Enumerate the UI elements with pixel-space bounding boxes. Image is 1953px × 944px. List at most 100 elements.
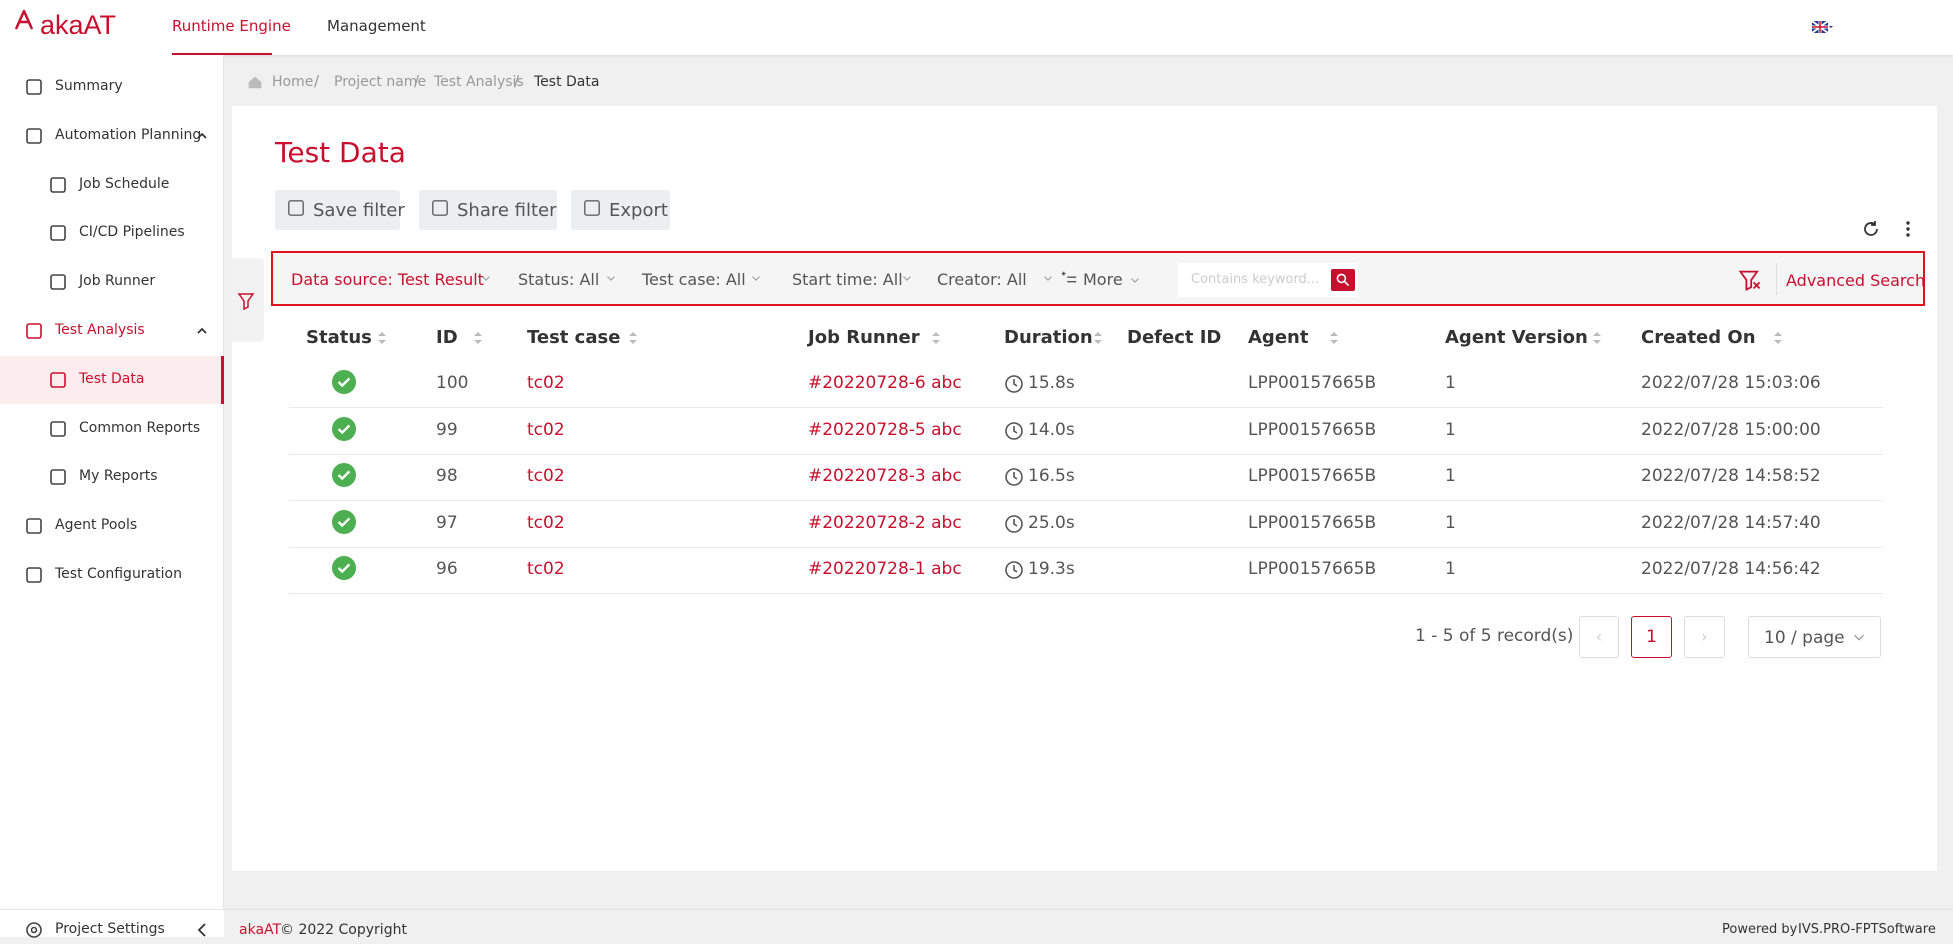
cell-id: 99	[436, 419, 458, 440]
page-size-caret-svg	[1854, 634, 1864, 641]
toolbar-button[interactable]: Export	[571, 190, 670, 230]
cell-id: 98	[436, 466, 458, 486]
sort-icon-svg	[1774, 332, 1782, 344]
clock-icon	[1004, 421, 1024, 445]
cell-created-on: 2022/07/28 14:58:52	[1641, 466, 1821, 486]
filter-dropdown[interactable]: Data source: Test Result	[291, 270, 484, 289]
sort-icon	[372, 328, 392, 352]
cell-test-case[interactable]: tc02	[527, 512, 565, 533]
clock-icon-svg	[1005, 561, 1023, 579]
nav-underline	[172, 53, 272, 55]
breadcrumb-item[interactable]: Project name	[334, 74, 427, 90]
prev-page[interactable]: ‹	[1579, 616, 1619, 658]
next-page[interactable]: ›	[1684, 616, 1725, 658]
sidebar-item[interactable]: Agent Pools	[55, 517, 138, 534]
cell-duration: 14.0s	[1028, 419, 1075, 440]
sidebar-icon-svg	[50, 469, 66, 486]
cell-job-runner[interactable]: #20220728-5 abc	[808, 419, 962, 440]
filter-dropdown[interactable]: Creator: All	[937, 270, 1027, 289]
sidebar-icon-svg	[26, 518, 42, 534]
column-header[interactable]: Created On	[1641, 327, 1756, 348]
filter-dropdown[interactable]: Status: All	[518, 270, 600, 289]
column-header[interactable]: Status	[306, 327, 372, 348]
filter-caret-svg	[1131, 278, 1139, 283]
cell-job-runner[interactable]: #20220728-2 abc	[808, 512, 962, 533]
filter-dropdown[interactable]: Start time: All	[792, 270, 903, 289]
cell-id: 100	[436, 373, 469, 393]
advanced-search[interactable]: Advanced Search	[1786, 271, 1926, 290]
column-header[interactable]: ID	[436, 327, 458, 348]
filter-caret-svg	[607, 276, 615, 281]
page-title: Test Data	[275, 136, 406, 169]
cell-duration: 19.3s	[1028, 559, 1075, 579]
sidebar-item[interactable]: Common Reports	[79, 419, 201, 436]
project-settings[interactable]: Project Settings	[55, 921, 165, 937]
filter-bar	[271, 251, 1925, 306]
sidebar-item[interactable]: Test Configuration	[55, 566, 182, 582]
cell-agent: LPP00157665B	[1248, 419, 1377, 440]
sidebar-item[interactable]: CI/CD Pipelines	[79, 224, 185, 241]
breadcrumb-sep: /	[514, 72, 520, 90]
clock-icon	[1004, 560, 1024, 584]
settings-icon-svg	[26, 922, 42, 938]
search-button[interactable]	[1331, 269, 1355, 291]
sidebar-item[interactable]: Job Runner	[79, 273, 156, 290]
row-divider	[289, 453, 1883, 455]
cell-test-case[interactable]: tc02	[527, 466, 565, 486]
nav-item[interactable]: Management	[327, 17, 426, 35]
nav-item[interactable]: Runtime Engine	[172, 17, 291, 35]
footer-powered: Powered by	[1722, 922, 1798, 937]
search-input[interactable]	[1178, 263, 1358, 297]
cell-test-case[interactable]: tc02	[527, 419, 565, 440]
cell-agent: LPP00157665B	[1248, 512, 1377, 533]
filter-caret-svg	[1044, 276, 1052, 281]
cell-job-runner[interactable]: #20220728-6 abc	[808, 373, 962, 393]
sidebar-item[interactable]: My Reports	[79, 468, 158, 485]
sort-icon-svg	[629, 332, 637, 344]
filter-more[interactable]: More	[1083, 270, 1123, 289]
cell-job-runner[interactable]: #20220728-3 abc	[808, 466, 962, 486]
column-header[interactable]: Agent	[1248, 327, 1309, 348]
cell-agent-version: 1	[1445, 466, 1456, 486]
breadcrumb-sep: /	[314, 72, 320, 90]
breadcrumb-item[interactable]: Test Analysis	[434, 74, 524, 90]
sidebar-icon-svg	[50, 371, 66, 388]
current-page[interactable]: 1	[1631, 616, 1672, 658]
page-size-select[interactable]	[1748, 616, 1881, 658]
breadcrumb-item[interactable]: Home	[272, 74, 314, 90]
sidebar-item[interactable]: Test Analysis	[55, 322, 145, 338]
cell-test-case[interactable]: tc02	[527, 559, 565, 579]
cell-test-case[interactable]: tc02	[527, 373, 565, 393]
sidebar-item[interactable]: Summary	[55, 78, 123, 94]
column-header[interactable]: Agent Version	[1445, 327, 1588, 348]
sidebar-icon	[48, 175, 68, 199]
sort-icon	[623, 328, 643, 352]
sidebar-item[interactable]: Automation Planning	[55, 126, 202, 143]
sidebar	[0, 55, 224, 937]
status-pass-icon-svg	[332, 509, 356, 534]
filter-toggle-icon-svg	[237, 293, 255, 311]
toolbar-button[interactable]: Share filter	[419, 190, 557, 230]
filter-divider	[1776, 263, 1777, 295]
toolbar-icon	[583, 199, 601, 222]
column-header[interactable]: Test case	[527, 327, 621, 348]
clock-icon	[1004, 467, 1024, 491]
refresh-icon	[1861, 219, 1881, 243]
collapse-icon	[192, 920, 212, 944]
sort-icon	[468, 328, 488, 352]
page-size-caret	[1850, 628, 1868, 650]
status-pass-icon	[332, 416, 356, 445]
sort-icon	[1324, 328, 1344, 352]
column-header[interactable]: Duration	[1004, 327, 1093, 348]
clock-icon	[1004, 514, 1024, 538]
sidebar-item[interactable]: Job Schedule	[79, 175, 170, 192]
cell-job-runner[interactable]: #20220728-1 abc	[808, 559, 962, 579]
breadcrumb-sep: /	[414, 72, 420, 90]
sort-icon-svg	[1330, 332, 1338, 344]
filter-dropdown[interactable]: Test case: All	[642, 270, 746, 289]
column-header[interactable]: Job Runner	[808, 327, 920, 348]
cell-created-on: 2022/07/28 15:00:00	[1641, 419, 1821, 440]
toolbar-button[interactable]: Save filter	[275, 190, 405, 230]
footer-brand: akaAT	[239, 922, 282, 938]
sidebar-item[interactable]: Test Data	[79, 370, 145, 387]
